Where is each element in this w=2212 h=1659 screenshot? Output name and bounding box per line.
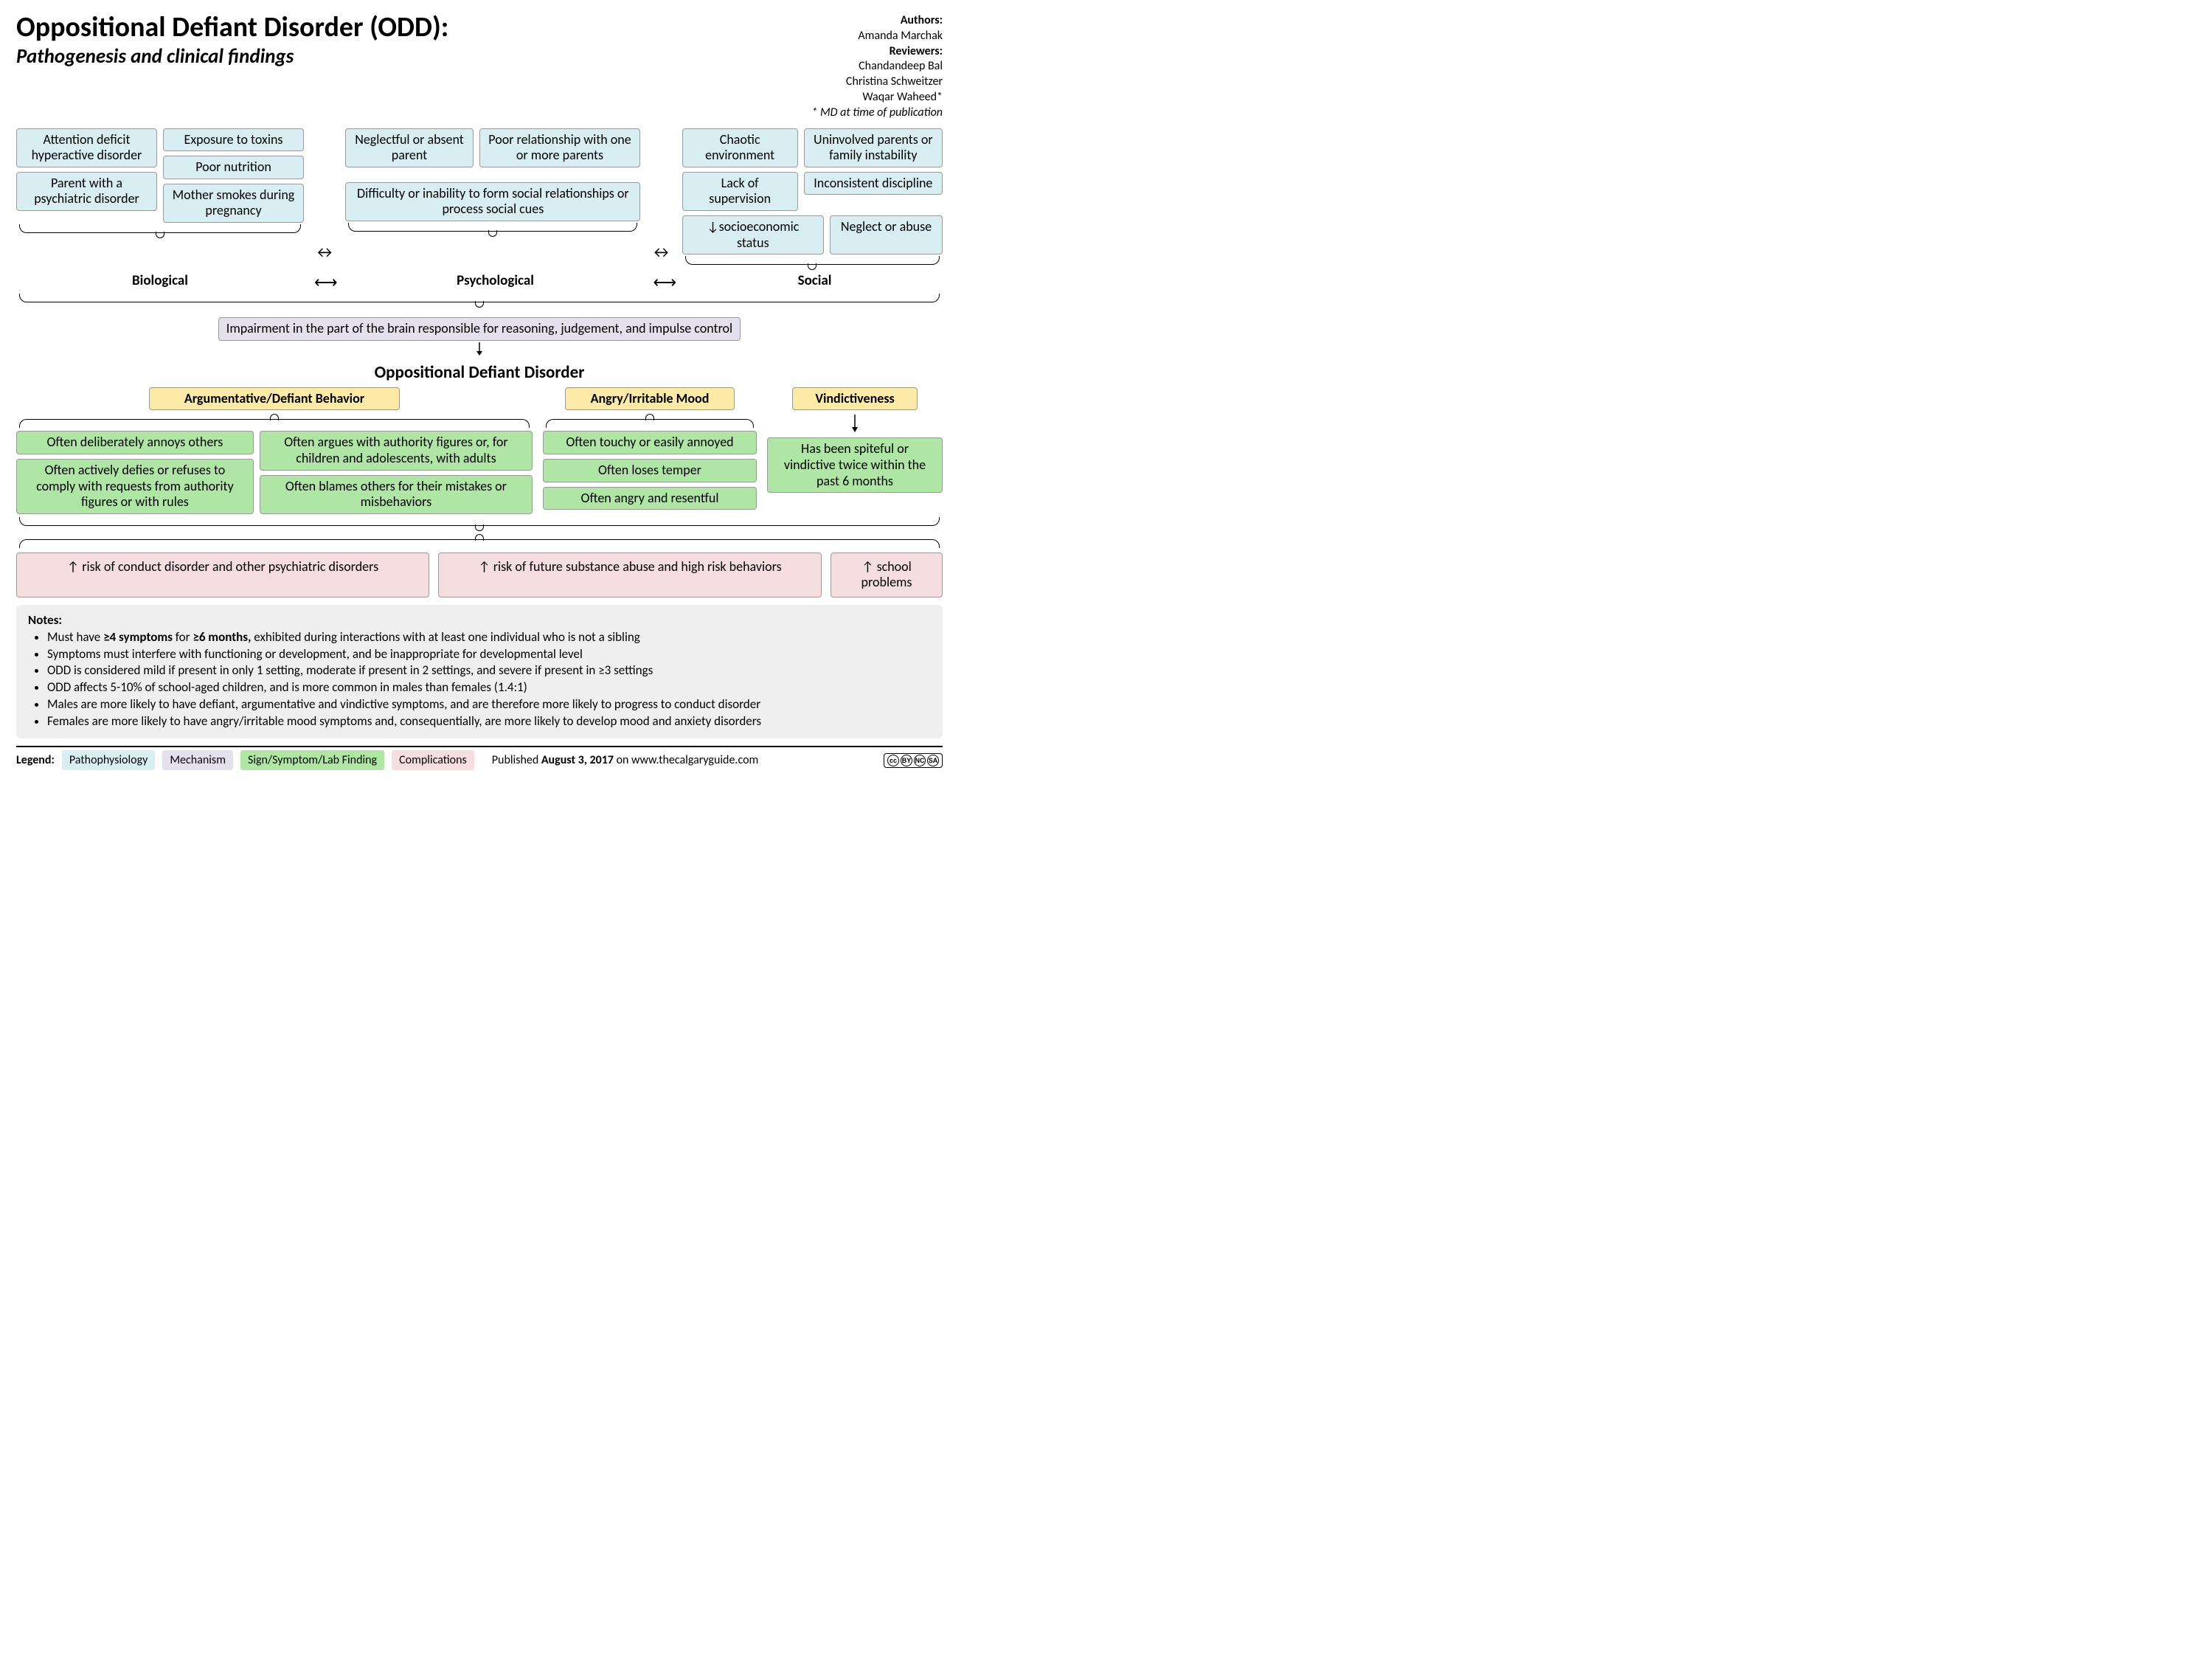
symptom-heading: Argumentative/Defiant Behavior [149,387,400,411]
reviewer-name: Waqar Waheed* [811,90,943,105]
brace-icon [19,294,940,302]
reviewer-name: Christina Schweitzer [811,75,943,90]
by-icon: BY [901,755,912,766]
legend-chip: Sign/Symptom/Lab Finding [240,750,384,770]
factor-box: Poor relationship with one or more paren… [479,128,641,167]
factor-box: Uninvolved parents or family instability [804,128,943,167]
risk-factors-row: Attention deficit hyperactive disorder P… [16,128,943,266]
legend-label: Legend: [16,753,55,767]
title-block: Oppositional Defiant Disorder (ODD): Pat… [16,13,448,69]
psychological-group: Neglectful or absent parent Poor relatio… [345,128,640,266]
factor-box: Parent with a psychiatric disorder [16,172,157,211]
factor-box: ↓socioeconomic status [682,215,824,254]
factor-box: Poor nutrition [163,156,304,179]
double-arrow-icon: ↔ [313,242,336,262]
category-label: Social [687,272,943,292]
brace-icon [685,256,940,265]
credits-block: Authors: Amanda Marchak Reviewers: Chand… [811,13,943,121]
double-arrow-icon: ↔ [649,242,673,262]
legend-chip: Complications [392,750,474,770]
notes-title: Notes: [28,612,931,628]
sa-icon: SA [927,755,939,766]
brace-icon [19,419,530,428]
symptom-box: Has been spiteful or vindictive twice wi… [767,437,943,493]
reviewers-label: Reviewers: [890,44,943,58]
symptom-box: Often loses temper [543,459,757,482]
complications-row: ↑ risk of conduct disorder and other psy… [16,553,943,598]
brace-icon [19,224,301,233]
double-arrow-icon: ⟷ [313,272,339,292]
symptom-box: Often blames others for their mistakes o… [260,475,533,514]
legend-chip: Pathophysiology [62,750,156,770]
symptom-box: Often touchy or easily annoyed [543,431,757,454]
symptom-heading: Vindictiveness [792,387,918,411]
biological-group: Attention deficit hyperactive disorder P… [16,128,304,266]
complication-box: ↑ risk of future substance abuse and hig… [438,553,822,598]
reviewer-name: Chandandeep Bal [811,59,943,75]
header: Oppositional Defiant Disorder (ODD): Pat… [16,13,943,121]
category-labels-row: Biological ⟷ Psychological ⟷ Social [16,272,943,292]
category-label: Biological [16,272,304,292]
author-name: Amanda Marchak [811,29,943,44]
note-item: Females are more likely to have angry/ir… [47,713,931,730]
symptom-box: Often angry and resentful [543,487,757,510]
brace-icon [19,539,940,548]
nc-icon: NC [914,755,926,766]
published-date: August 3, 2017 [541,753,614,767]
double-arrow-icon: ⟷ [652,272,679,292]
symptom-box: Often argues with authority figures or, … [260,431,533,470]
brace-icon [546,419,754,428]
cc-license-icon: cc BY NC SA [884,753,943,768]
factor-box: Mother smokes during pregnancy [163,184,304,223]
factor-box: Lack of supervision [682,172,798,211]
symptom-heading: Angry/Irritable Mood [565,387,735,411]
notes-list: Must have ≥4 symptoms for ≥6 months, exh… [28,629,931,730]
factor-box: Attention deficit hyperactive disorder [16,128,157,167]
credits-footnote: * MD at time of publication [811,105,943,121]
factor-box: Neglectful or absent parent [345,128,473,167]
note-item: ODD is considered mild if present in onl… [47,662,931,679]
symptom-box: Often deliberately annoys others [16,431,254,454]
impairment-block: Impairment in the part of the brain resp… [16,302,943,383]
factor-box: Neglect or abuse [830,215,943,254]
brace-icon [19,517,940,526]
complication-box: ↑ risk of conduct disorder and other psy… [16,553,429,598]
note-item: Males are more likely to have defiant, a… [47,696,931,713]
complication-box: ↑ school problems [831,553,943,598]
brace-icon [348,223,637,232]
notes-panel: Notes: Must have ≥4 symptoms for ≥6 mont… [16,605,943,739]
factor-box: Chaotic environment [682,128,798,167]
symptom-headings-row: Argumentative/Defiant Behavior Often del… [16,387,943,514]
factor-box: Difficulty or inability to form social r… [345,182,640,221]
legend-chip: Mechanism [162,750,233,770]
page-title: Oppositional Defiant Disorder (ODD): [16,13,448,43]
note-item: ODD affects 5-10% of school-aged childre… [47,679,931,696]
factor-box: Inconsistent discipline [804,172,943,195]
factor-box: Exposure to toxins [163,128,304,152]
mechanism-box: Impairment in the part of the brain resp… [218,317,741,341]
published-prefix: Published [492,753,541,767]
arrow-down-icon [16,342,943,358]
note-item: Symptoms must interfere with functioning… [47,646,931,662]
authors-label: Authors: [901,13,943,27]
note-item: Must have ≥4 symptoms for ≥6 months, exh… [47,629,931,645]
arrow-down-icon [767,415,943,434]
disorder-title: Oppositional Defiant Disorder [16,362,943,383]
published-text: Published August 3, 2017 on www.thecalga… [492,753,876,767]
symptom-box: Often actively defies or refuses to comp… [16,459,254,514]
category-label: Psychological [348,272,643,292]
published-suffix: on www.thecalgaryguide.com [614,753,758,767]
social-group: Chaotic environment Lack of supervision … [682,128,943,266]
footer: Legend: Pathophysiology Mechanism Sign/S… [16,746,943,770]
page-subtitle: Pathogenesis and clinical findings [16,44,448,69]
cc-icon: cc [887,755,899,766]
